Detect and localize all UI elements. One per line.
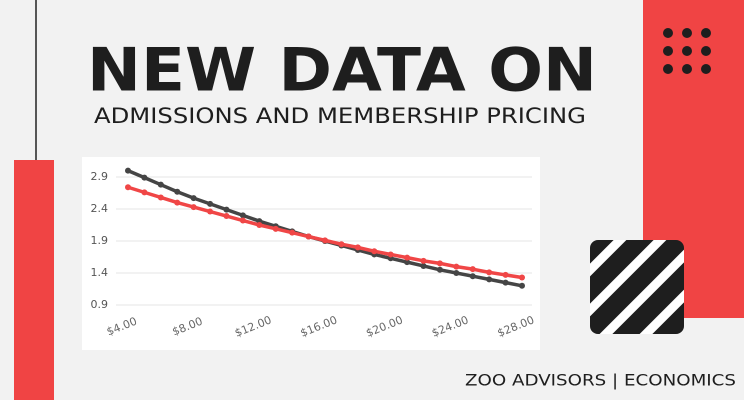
point bbox=[371, 248, 378, 255]
red-bar bbox=[14, 160, 54, 400]
point bbox=[519, 282, 525, 289]
point bbox=[190, 195, 197, 202]
point bbox=[125, 167, 131, 174]
point bbox=[174, 188, 181, 195]
point bbox=[453, 263, 460, 270]
point bbox=[256, 222, 263, 228]
y-tick-label: 0.9 bbox=[91, 298, 109, 311]
point bbox=[486, 276, 493, 283]
point bbox=[436, 266, 443, 273]
point bbox=[272, 225, 279, 232]
point bbox=[469, 273, 476, 280]
point bbox=[404, 254, 411, 261]
point bbox=[207, 208, 214, 215]
point bbox=[289, 229, 296, 236]
point bbox=[223, 206, 230, 213]
point bbox=[239, 212, 246, 219]
point bbox=[469, 266, 476, 273]
point bbox=[420, 262, 427, 269]
title: NEW DATA ON bbox=[87, 36, 597, 106]
point bbox=[404, 259, 411, 266]
chart-panel bbox=[82, 157, 540, 350]
point bbox=[239, 217, 246, 224]
point bbox=[190, 204, 197, 211]
point bbox=[157, 181, 164, 188]
y-tick-label: 1.9 bbox=[91, 234, 109, 247]
point bbox=[420, 257, 427, 264]
striped-square bbox=[590, 240, 684, 334]
point bbox=[502, 279, 509, 286]
point bbox=[207, 200, 214, 207]
point bbox=[157, 194, 164, 201]
point bbox=[519, 274, 525, 281]
dot-grid bbox=[663, 28, 711, 74]
point bbox=[338, 241, 345, 248]
point bbox=[354, 244, 361, 251]
point bbox=[453, 270, 460, 276]
point bbox=[141, 189, 148, 196]
point bbox=[436, 260, 443, 267]
point bbox=[141, 174, 148, 181]
y-tick-label: 2.4 bbox=[91, 202, 109, 215]
point bbox=[174, 199, 181, 206]
y-tick-label: 2.9 bbox=[91, 170, 109, 183]
subtitle: ADMISSIONS AND MEMBERSHIP PRICING bbox=[94, 104, 586, 128]
point bbox=[125, 184, 131, 191]
point bbox=[305, 233, 312, 240]
point bbox=[223, 213, 230, 220]
y-tick-label: 1.4 bbox=[91, 266, 109, 279]
footer: ZOO ADVISORS | ECONOMICS bbox=[465, 371, 736, 390]
point bbox=[486, 269, 493, 276]
point bbox=[502, 271, 509, 278]
point bbox=[322, 237, 328, 244]
point bbox=[387, 251, 394, 258]
